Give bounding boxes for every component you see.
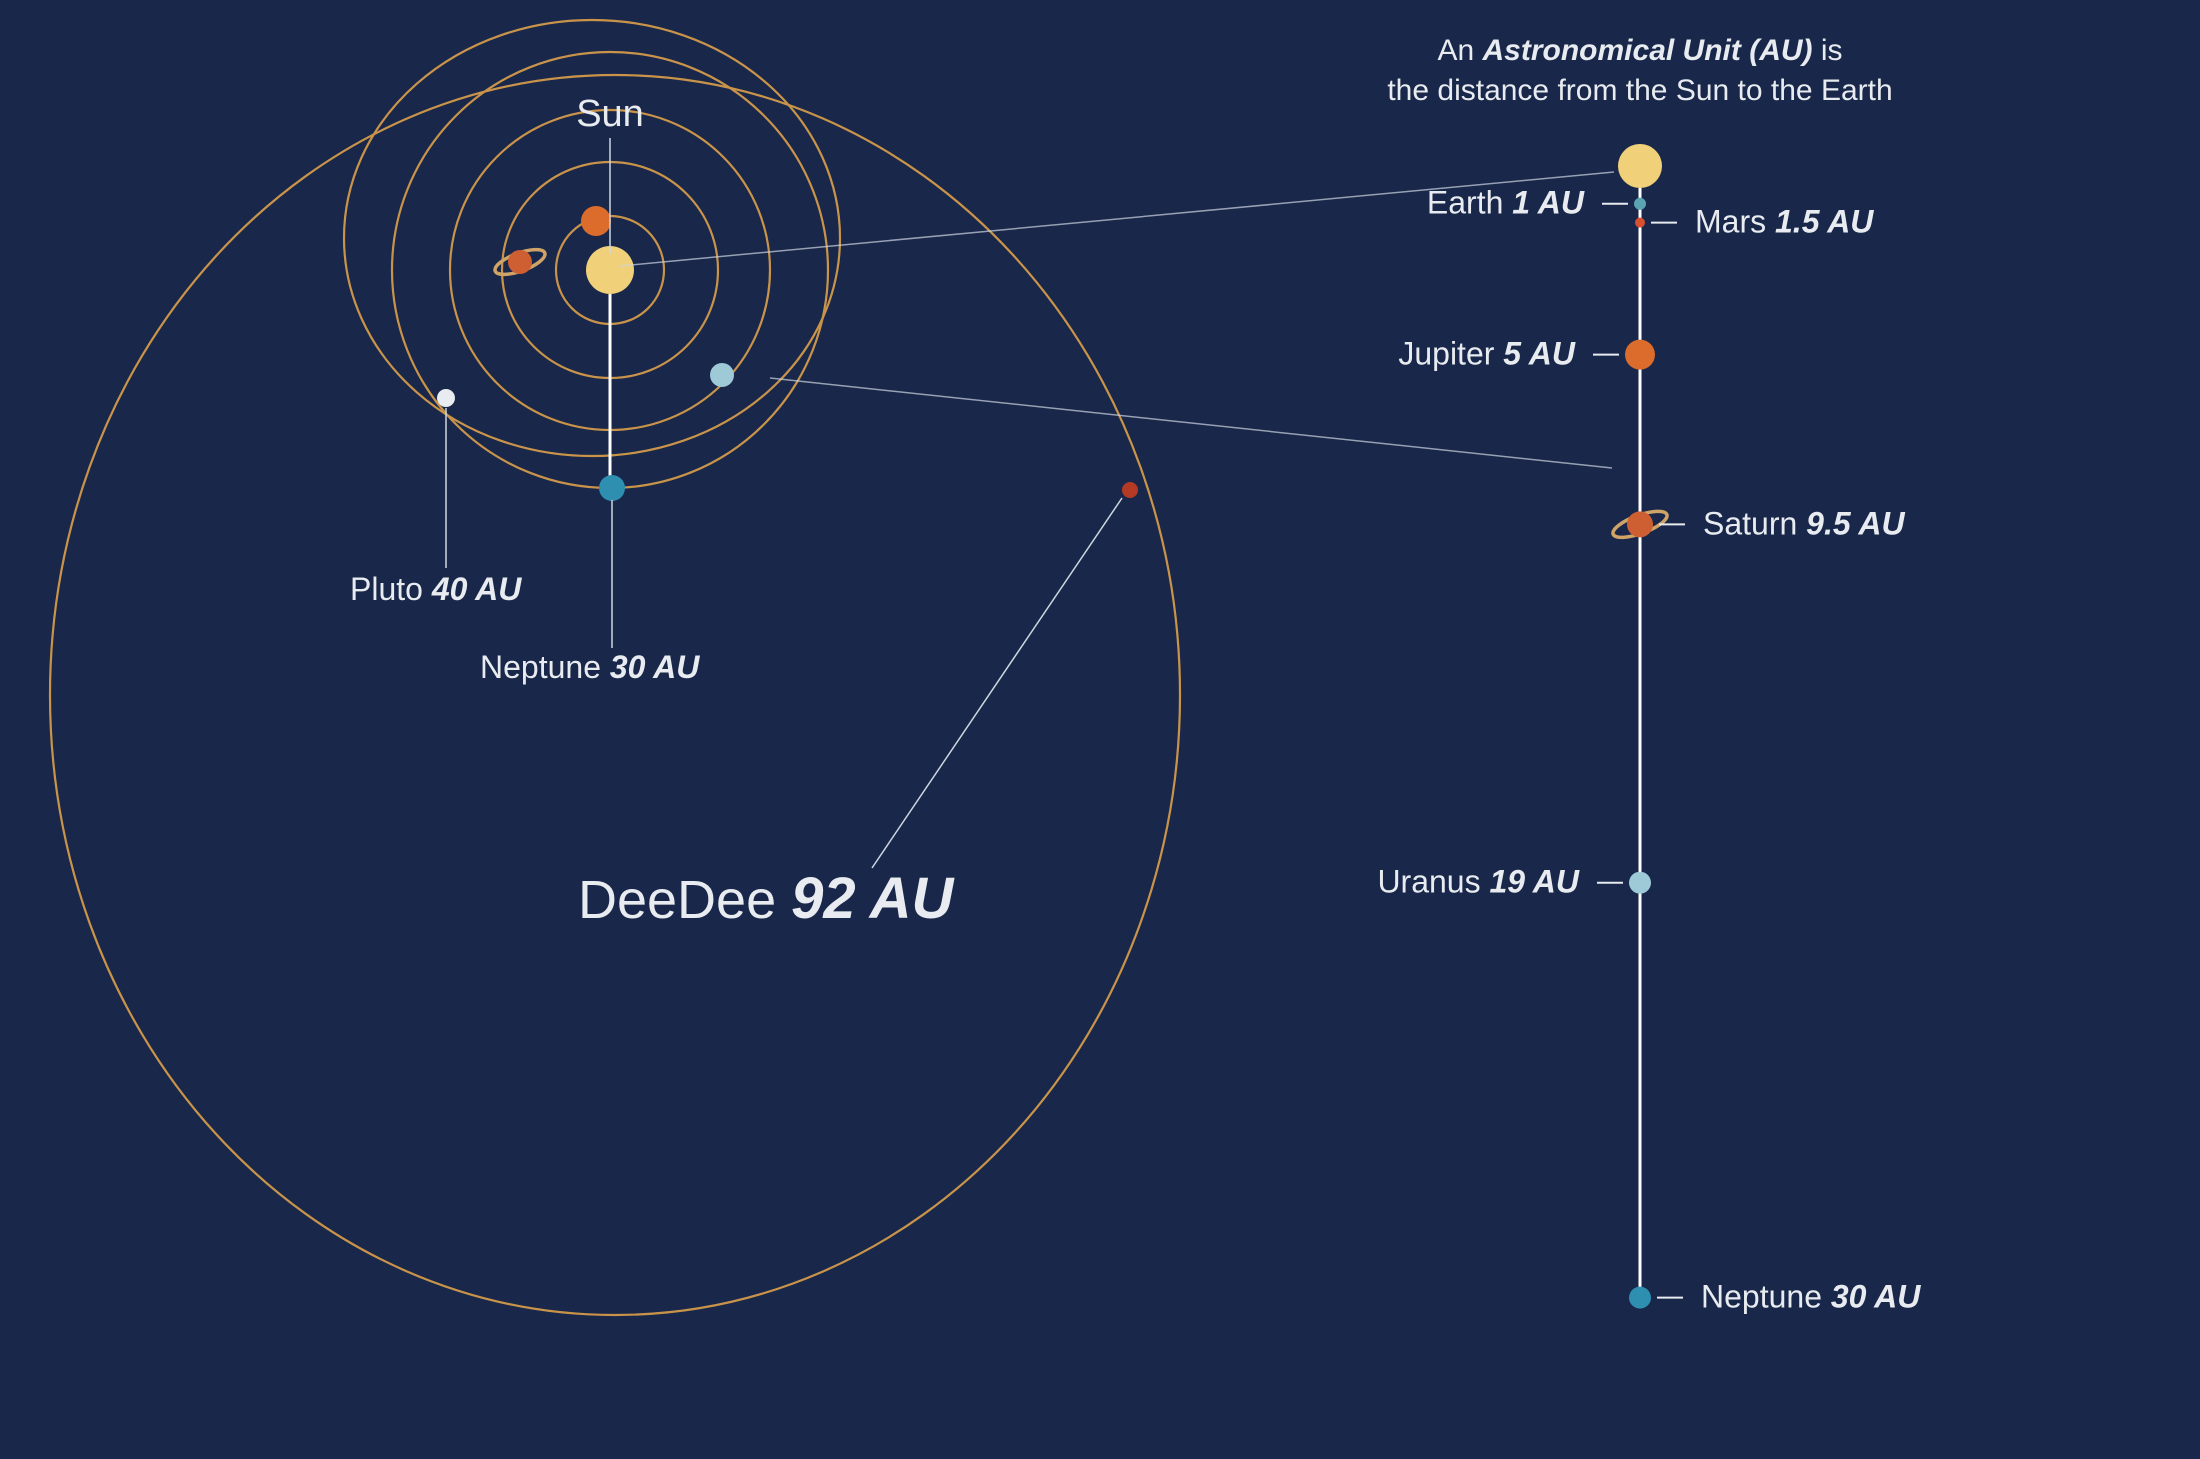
- legend-uranus: Uranus 19 AU: [1377, 864, 1651, 900]
- pluto-orbit: [344, 20, 840, 456]
- legend-label-jupiter: Jupiter 5 AU: [1398, 336, 1576, 372]
- deedee-label: DeeDee 92 AU: [578, 866, 956, 931]
- legend-label-saturn: Saturn 9.5 AU: [1703, 505, 1905, 541]
- legend-jupiter: Jupiter 5 AU: [1398, 336, 1655, 372]
- legend-label-neptune: Neptune 30 AU: [1701, 1279, 1921, 1315]
- legend-jupiter-icon: [1625, 340, 1655, 370]
- deedee-icon: [1122, 482, 1138, 498]
- pluto-label: Pluto 40 AU: [350, 571, 522, 607]
- legend-title-2: the distance from the Sun to the Earth: [1387, 74, 1892, 107]
- zoom-guide-1: [770, 378, 1612, 468]
- deedee-leader: [872, 498, 1122, 868]
- legend-mars: Mars 1.5 AU: [1635, 204, 1874, 240]
- legend-neptune: Neptune 30 AU: [1629, 1279, 1921, 1315]
- legend-label-uranus: Uranus 19 AU: [1377, 864, 1579, 900]
- legend-label-earth: Earth 1 AU: [1427, 185, 1585, 221]
- legend-neptune-icon: [1629, 1287, 1651, 1309]
- legend-sun-icon: [1618, 144, 1662, 188]
- saturn-icon: [492, 245, 548, 280]
- au-legend: An Astronomical Unit (AU) is the distance…: [1377, 34, 1921, 1315]
- neptune-icon: [599, 475, 625, 501]
- uranus-icon: [710, 363, 734, 387]
- legend-earth: Earth 1 AU: [1427, 185, 1646, 221]
- legend-title-1: An Astronomical Unit (AU) is: [1437, 34, 1842, 67]
- pluto-icon: [437, 389, 455, 407]
- legend-label-mars: Mars 1.5 AU: [1695, 204, 1874, 240]
- jupiter-icon: [581, 206, 611, 236]
- legend-saturn: Saturn 9.5 AU: [1610, 505, 1905, 542]
- legend-earth-icon: [1634, 198, 1646, 210]
- neptune-orbit-label: Neptune 30 AU: [480, 649, 700, 685]
- legend-mars-icon: [1635, 218, 1645, 228]
- legend-saturn-icon: [1627, 511, 1653, 537]
- orbit-diagram: Sun Pluto 40 AU Neptune 30 AU DeeDee 92 AU: [50, 20, 1614, 1315]
- legend-uranus-icon: [1629, 872, 1651, 894]
- sun-label: Sun: [576, 93, 644, 135]
